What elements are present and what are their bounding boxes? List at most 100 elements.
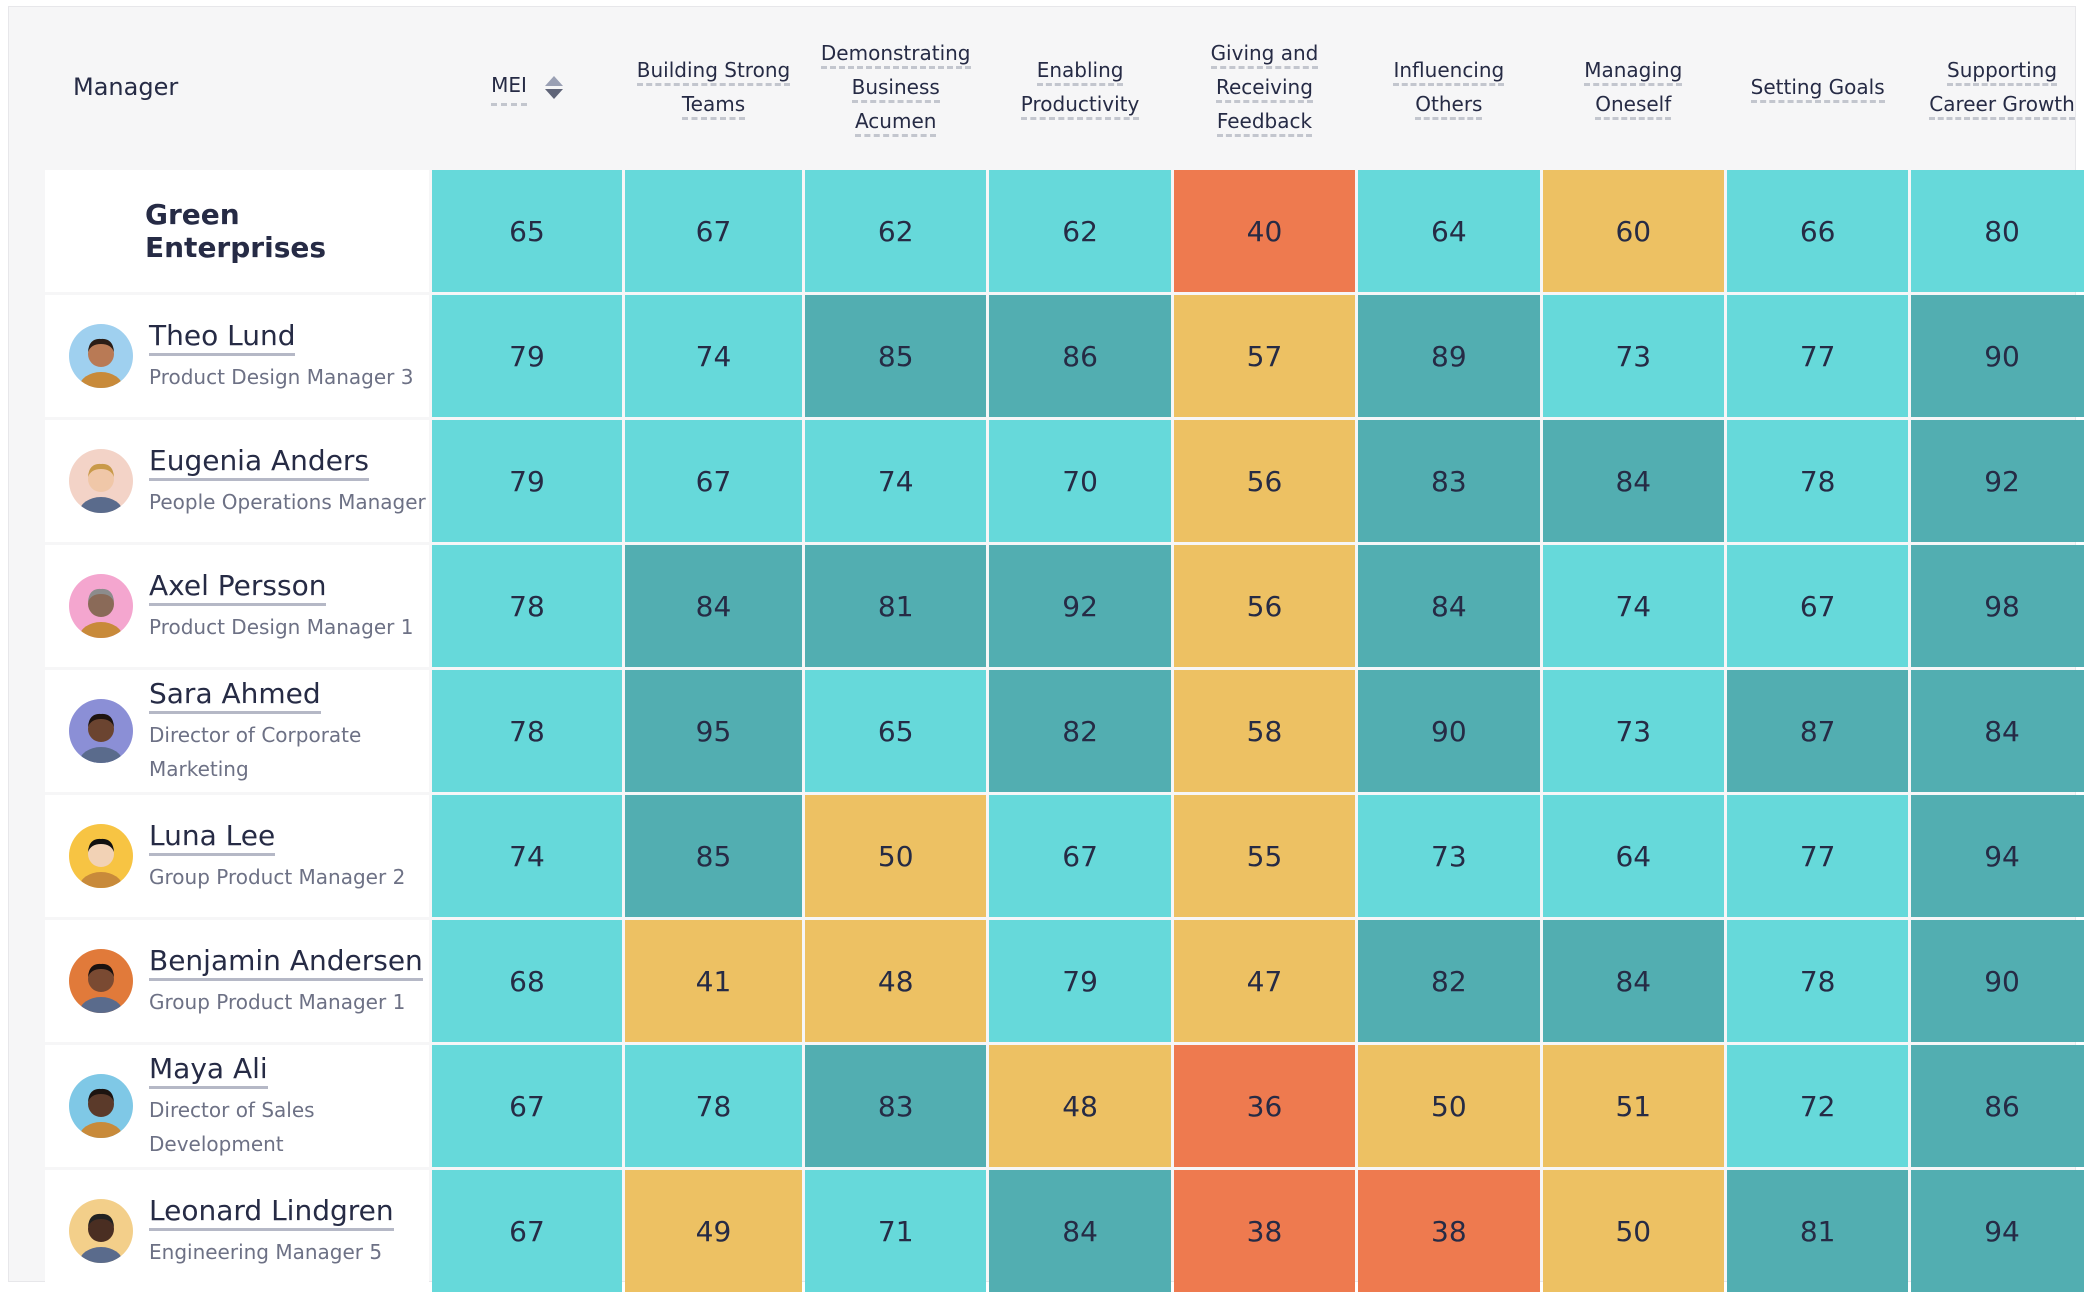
score-cell: 89 xyxy=(1358,295,1540,417)
manager-name-link[interactable]: Eugenia Anders xyxy=(149,444,370,481)
column-header-line: Setting Goals xyxy=(1750,70,1885,104)
score-cell: 90 xyxy=(1911,295,2084,417)
column-header-text: Feedback xyxy=(1216,109,1313,137)
column-header[interactable]: Setting Goals xyxy=(1727,7,1908,167)
manager-info: Leonard Lindgren Engineering Manager 5 xyxy=(149,1194,394,1269)
score-cell: 67 xyxy=(432,1170,622,1292)
column-header[interactable]: Managing Oneself xyxy=(1543,7,1724,167)
score-cell: 62 xyxy=(989,170,1171,292)
manager-row-label: Axel Persson Product Design Manager 1 xyxy=(45,545,429,667)
column-header-text: Building Strong xyxy=(636,58,791,86)
person-avatar-icon xyxy=(79,588,123,638)
score-cell: 67 xyxy=(432,1045,622,1167)
column-header-line: Building Strong xyxy=(636,53,791,87)
mei-label: MEI xyxy=(491,68,527,106)
column-header-line: Teams xyxy=(637,87,790,121)
column-header-line: Receiving xyxy=(1211,70,1319,104)
column-header[interactable]: Supporting Career Growth xyxy=(1911,7,2084,167)
column-header-text: Managing xyxy=(1584,58,1683,86)
score-cell: 84 xyxy=(1542,420,1724,542)
score-cell: 38 xyxy=(1358,1170,1540,1292)
column-header-line: Feedback xyxy=(1211,104,1319,138)
person-avatar-icon xyxy=(79,713,123,763)
score-cell: 64 xyxy=(1358,170,1540,292)
score-cell: 80 xyxy=(1911,170,2084,292)
manager-name-link[interactable]: Axel Persson xyxy=(149,569,327,606)
manager-name-link[interactable]: Luna Lee xyxy=(149,819,276,856)
score-cell: 57 xyxy=(1173,295,1356,417)
score-cell: 74 xyxy=(432,795,622,917)
column-header[interactable]: Building Strong Teams xyxy=(625,7,802,167)
score-cell: 78 xyxy=(432,670,622,792)
column-header[interactable]: Giving and Receiving Feedback xyxy=(1174,7,1355,167)
sort-icon[interactable] xyxy=(544,75,563,99)
score-cell: 66 xyxy=(1726,170,1909,292)
column-header[interactable]: Demonstrating Business Acumen xyxy=(805,7,986,167)
score-cell: 94 xyxy=(1911,795,2084,917)
avatar xyxy=(69,1199,133,1263)
score-cell: 72 xyxy=(1726,1045,1909,1167)
score-cell: 50 xyxy=(1542,1170,1724,1292)
column-header-text: Receiving xyxy=(1216,75,1313,103)
column-header[interactable]: Enabling Productivity xyxy=(989,7,1170,167)
column-header-text: Career Growth xyxy=(1929,92,2075,120)
column-header-text: Business xyxy=(851,75,940,103)
column-header-text: Oneself xyxy=(1595,92,1672,120)
column-header-manager: Manager xyxy=(73,73,179,101)
score-cell: 84 xyxy=(1542,920,1724,1042)
score-cell: 50 xyxy=(1358,1045,1540,1167)
score-cell: 50 xyxy=(805,795,987,917)
column-header-text: Acumen xyxy=(854,109,937,137)
score-cell: 79 xyxy=(432,420,622,542)
avatar xyxy=(69,449,133,513)
score-cell: 67 xyxy=(625,170,802,292)
score-cell: 41 xyxy=(625,920,802,1042)
score-cell: 51 xyxy=(1542,1045,1724,1167)
column-header-label: Giving and Receiving Feedback xyxy=(1210,36,1319,138)
score-cell: 70 xyxy=(989,420,1171,542)
column-header-mei[interactable]: MEI xyxy=(432,7,622,167)
score-cell: 83 xyxy=(805,1045,987,1167)
score-cell: 68 xyxy=(432,920,622,1042)
score-cell: 94 xyxy=(1911,1170,2084,1292)
person-avatar-icon xyxy=(79,1088,123,1138)
column-header-line: Enabling xyxy=(1021,53,1140,87)
column-header-label: Setting Goals xyxy=(1750,70,1885,104)
column-header[interactable]: Influencing Others xyxy=(1358,7,1539,167)
score-cell: 48 xyxy=(989,1045,1171,1167)
score-cell: 49 xyxy=(625,1170,802,1292)
score-cell: 85 xyxy=(805,295,987,417)
avatar xyxy=(69,824,133,888)
score-cell: 48 xyxy=(805,920,987,1042)
score-cell: 65 xyxy=(805,670,987,792)
score-cell: 82 xyxy=(1358,920,1540,1042)
manager-info: Benjamin Andersen Group Product Manager 1 xyxy=(149,944,423,1019)
score-cell: 77 xyxy=(1726,295,1909,417)
score-cell: 87 xyxy=(1726,670,1909,792)
score-cell: 67 xyxy=(625,420,802,542)
manager-title: Director of Corporate Marketing xyxy=(149,722,362,781)
score-cell: 74 xyxy=(805,420,987,542)
manager-name-link[interactable]: Sara Ahmed xyxy=(149,677,321,714)
column-header-text: Productivity xyxy=(1020,92,1140,120)
column-header-line: Acumen xyxy=(821,104,971,138)
score-cell: 95 xyxy=(625,670,802,792)
score-cell: 56 xyxy=(1173,420,1356,542)
manager-title: People Operations Manager xyxy=(149,489,426,514)
manager-name-link[interactable]: Maya Ali xyxy=(149,1052,268,1089)
mei-header-wrap: MEI xyxy=(491,68,563,106)
column-header-text: Supporting xyxy=(1947,58,2058,86)
manager-info: Maya Ali Director of Sales Development xyxy=(149,1052,369,1161)
score-cell: 84 xyxy=(989,1170,1171,1292)
score-cell: 90 xyxy=(1911,920,2084,1042)
column-header-line: Productivity xyxy=(1020,87,1140,121)
manager-name-link[interactable]: Benjamin Andersen xyxy=(149,944,423,981)
column-header-label: Managing Oneself xyxy=(1584,53,1683,121)
manager-info: Sara Ahmed Director of Corporate Marketin… xyxy=(149,677,369,786)
manager-name-link[interactable]: Leonard Lindgren xyxy=(149,1194,394,1231)
manager-name-link[interactable]: Theo Lund xyxy=(149,319,296,356)
column-header-line: Managing xyxy=(1584,53,1683,87)
manager-row-label: Sara Ahmed Director of Corporate Marketin… xyxy=(45,670,429,792)
column-header-text: Demonstrating xyxy=(820,41,971,69)
sort-descending-icon xyxy=(544,88,563,99)
